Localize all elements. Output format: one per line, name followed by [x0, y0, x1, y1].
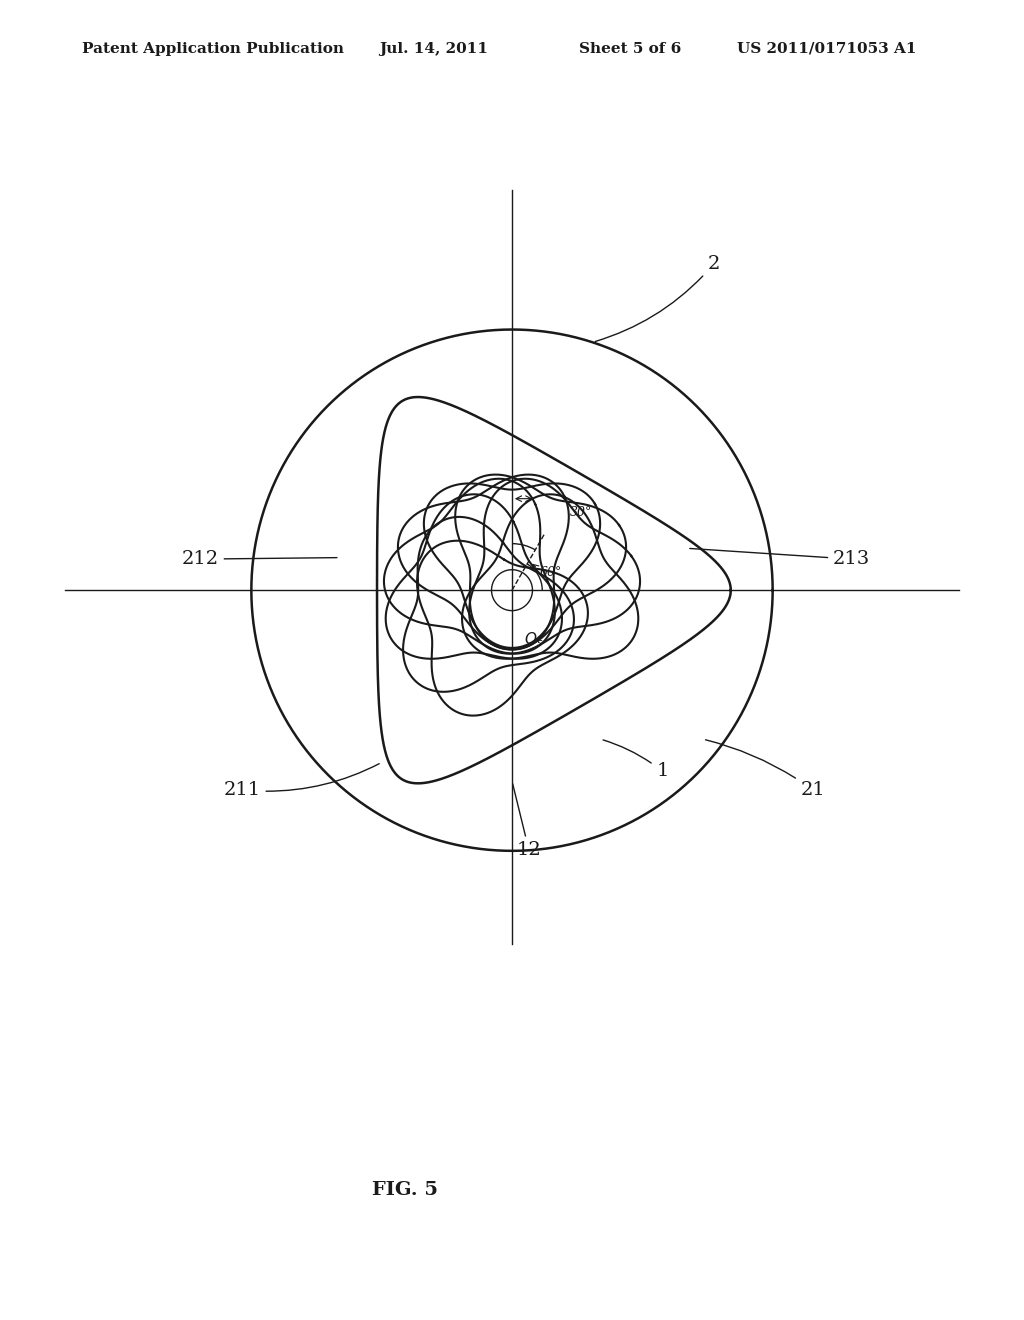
Text: 30°: 30°	[569, 506, 592, 519]
Text: 211: 211	[223, 764, 379, 799]
Text: 21: 21	[706, 739, 825, 799]
Text: 212: 212	[181, 550, 337, 568]
Text: 213: 213	[690, 549, 870, 568]
Text: Jul. 14, 2011: Jul. 14, 2011	[379, 42, 487, 55]
Text: Patent Application Publication: Patent Application Publication	[82, 42, 344, 55]
Text: 1: 1	[603, 741, 669, 780]
Text: US 2011/0171053 A1: US 2011/0171053 A1	[737, 42, 916, 55]
Text: 2: 2	[595, 255, 720, 342]
Text: $O_s$: $O_s$	[524, 630, 544, 649]
Text: 60°: 60°	[540, 566, 562, 579]
Text: FIG. 5: FIG. 5	[373, 1181, 438, 1200]
Text: 12: 12	[513, 784, 542, 859]
Text: Sheet 5 of 6: Sheet 5 of 6	[579, 42, 681, 55]
